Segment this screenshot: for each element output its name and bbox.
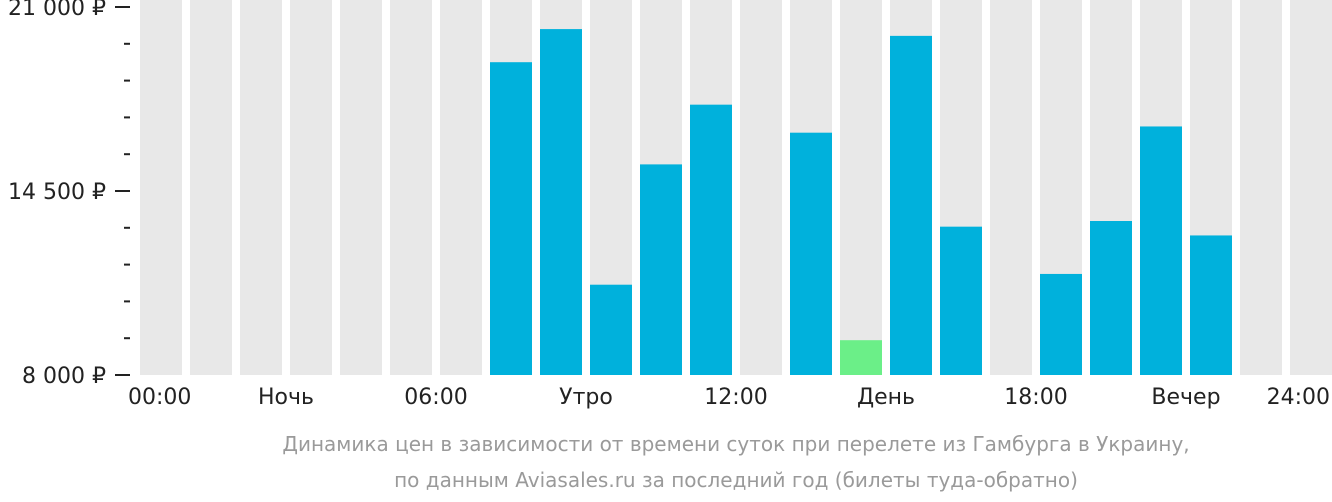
background-bar-22 xyxy=(1240,0,1282,375)
x-axis: 00:00 Ночь 06:00 Утро 12:00 День 18:00 Вечер 24:… xyxy=(128,385,1330,410)
x-tick-label: Ночь xyxy=(258,385,314,410)
bar-18[interactable] xyxy=(1040,273,1082,375)
data-bars xyxy=(490,29,1232,376)
background-bar-00 xyxy=(140,0,182,375)
background-bar-12 xyxy=(740,0,782,375)
bar-14[interactable] xyxy=(840,340,882,375)
y-tick-label: 14 500 ₽ xyxy=(8,180,106,205)
x-tick-label: 12:00 xyxy=(704,385,767,410)
background-bar-23 xyxy=(1290,0,1332,375)
y-axis: 8 000 ₽ 14 500 ₽ 21 000 ₽ xyxy=(8,0,130,389)
background-bar-01 xyxy=(190,0,232,375)
bar-20[interactable] xyxy=(1140,126,1182,375)
bar-10[interactable] xyxy=(640,164,682,375)
bar-08[interactable] xyxy=(540,29,582,376)
chart-caption-line-1: Динамика цен в зависимости от времени су… xyxy=(282,432,1190,456)
bar-07[interactable] xyxy=(490,62,532,375)
bar-11[interactable] xyxy=(690,104,732,376)
x-tick-label: 24:00 xyxy=(1267,385,1330,410)
background-bar-06 xyxy=(440,0,482,375)
bar-16[interactable] xyxy=(940,226,982,375)
bar-13[interactable] xyxy=(790,132,832,375)
bar-21[interactable] xyxy=(1190,235,1232,375)
x-tick-label: 06:00 xyxy=(404,385,467,410)
bar-15[interactable] xyxy=(890,35,932,376)
background-bar-17 xyxy=(990,0,1032,375)
x-tick-label: Вечер xyxy=(1151,385,1220,410)
x-tick-label: Утро xyxy=(559,385,613,410)
background-bar-05 xyxy=(390,0,432,375)
chart-caption-line-2: по данным Aviasales.ru за последний год … xyxy=(394,468,1078,492)
y-tick-label: 21 000 ₽ xyxy=(8,0,106,21)
price-chart: 8 000 ₽ 14 500 ₽ 21 000 ₽ 00:00 Ночь 06:00 Ут… xyxy=(8,0,1332,410)
background-bar-02 xyxy=(240,0,282,375)
bar-19[interactable] xyxy=(1090,221,1132,375)
background-bar-14 xyxy=(840,0,882,375)
background-bar-04 xyxy=(340,0,382,375)
x-tick-label: День xyxy=(857,385,915,410)
background-bar-03 xyxy=(290,0,332,375)
bar-09[interactable] xyxy=(590,284,632,375)
x-tick-label: 18:00 xyxy=(1004,385,1067,410)
y-tick-label: 8 000 ₽ xyxy=(22,364,106,389)
x-tick-label: 00:00 xyxy=(128,385,191,410)
